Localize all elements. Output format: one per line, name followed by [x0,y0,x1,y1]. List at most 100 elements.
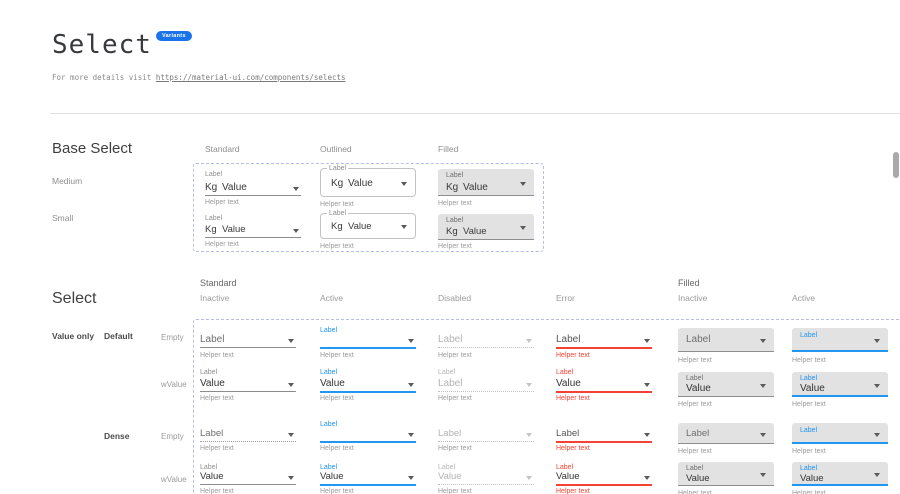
select-control[interactable] [320,331,416,349]
select-value: Value [320,471,344,482]
helper-text: Helper text [438,395,472,402]
select-value: Value [200,471,224,482]
select-value: Label [686,428,710,439]
helper-text: Helper text [320,243,354,250]
helper-text: Helper text [438,445,472,452]
select-control[interactable]: Label [792,423,888,444]
select-control[interactable]: Value [556,470,652,486]
select-standard-error-dense-empty: Label Helper text [556,421,652,455]
select-control[interactable]: Label Value [792,372,888,397]
page-title: Select [52,30,152,60]
select-control[interactable]: Label [200,427,296,442]
select-control[interactable]: Label Kg Value [320,165,416,197]
select-filled-inactive-default-empty: Label Helper text [678,328,774,367]
base-select-frame [193,163,544,252]
row-label-dense-empty: Empty [161,432,184,441]
dropdown-arrow-icon [644,476,650,480]
select-adornment: Kg [205,182,218,193]
helper-text: Helper text [678,490,712,494]
dropdown-arrow-icon [526,339,532,343]
select-control[interactable]: Label [678,423,774,444]
select-control[interactable]: Label Kg Value [438,169,534,196]
dropdown-arrow-icon [874,383,880,388]
select-control[interactable]: Label [556,331,652,349]
select-control[interactable]: Label [438,427,534,442]
helper-text: Helper text [556,352,590,359]
select-control[interactable]: Label Value [792,462,888,486]
select-control[interactable]: Value [200,470,296,485]
helper-text: Helper text [438,352,472,359]
select-standard-active-default-empty: Label Helper text [320,327,416,362]
select-float-label: Label [686,375,704,382]
helper-text: Helper text [200,352,234,359]
dropdown-arrow-icon [760,339,766,343]
helper-text: Helper text [200,445,234,452]
select-standard-inactive-default-wvalue: Label Value Helper text [200,369,296,405]
docs-link[interactable]: https://material-ui.com/components/selec… [155,73,346,82]
select-control[interactable]: Value [200,375,296,392]
dropdown-arrow-icon [760,383,766,388]
select-label: Label [446,172,464,179]
state-header-filled-inactive: Inactive [678,293,708,303]
helper-text: Helper text [200,395,234,402]
select-float-label: Label [320,327,338,334]
helper-text: Helper text [320,445,354,452]
divider [50,113,900,114]
select-filled-active-default-empty: Label Helper text [792,328,888,367]
select-value: Value [320,378,345,389]
helper-text: Helper text [792,490,826,494]
select-value: Value [438,471,462,482]
dropdown-arrow-icon [760,432,766,437]
select-control[interactable]: Kg Value [205,223,301,238]
group-header-filled: Filled [678,278,700,288]
state-header-standard-error: Error [556,293,575,303]
select-control[interactable]: Label [438,331,534,348]
select-standard-disabled-dense-empty: Label Helper text [438,421,534,455]
select-control[interactable]: Label Value [678,372,774,397]
helper-text: Helper text [200,488,234,494]
select-control[interactable]: Value [438,470,534,485]
select-label: Label [327,165,349,173]
select-control[interactable]: Label [556,427,652,443]
dropdown-arrow-icon [526,433,532,437]
select-standard-error-default-wvalue: Label Value Helper text [556,369,652,405]
select-control[interactable]: Value [320,470,416,486]
select-control[interactable]: Label Value [678,462,774,486]
select-control[interactable]: Label [792,328,888,352]
select-control[interactable]: Kg Value [205,179,301,196]
select-standard-disabled-default-wvalue: Label Label Helper text [438,369,534,405]
select-standard-inactive-dense-wvalue: Label Value Helper text [200,464,296,494]
select-label: Label [205,171,223,178]
select-standard-disabled-dense-wvalue: Label Value Helper text [438,464,534,494]
select-value: Value [686,473,710,484]
select-control[interactable]: Label Kg Value [438,214,534,240]
select-value: Value [463,182,488,193]
column-header-filled: Filled [438,144,459,154]
dropdown-arrow-icon [874,339,880,343]
select-control[interactable]: Label [678,328,774,352]
select-value: Label [438,428,462,439]
row-label-default-wvalue: wValue [161,380,187,389]
column-header-outlined: Outlined [320,144,352,154]
dropdown-arrow-icon [644,433,650,437]
select-control[interactable] [320,427,416,443]
dropdown-arrow-icon [293,187,299,191]
dropdown-arrow-icon [874,432,880,437]
select-standard-inactive-default-empty: Label Helper text [200,327,296,362]
select-float-label: Label [320,421,338,428]
select-float-label: Label [320,369,338,376]
helper-text: Helper text [792,357,826,364]
select-control[interactable]: Value [556,375,652,393]
select-control[interactable]: Label [438,375,534,392]
select-standard-active-dense-wvalue: Label Value Helper text [320,464,416,494]
select-float-label: Label [556,464,574,471]
select-control[interactable]: Label [200,331,296,348]
select-control[interactable]: Label Kg Value [320,210,416,239]
select-value: Label [556,428,580,439]
select-standard-inactive-dense-empty: Label Helper text [200,421,296,455]
select-label: Label [446,217,464,224]
scrollbar-thumb[interactable] [893,152,899,178]
select-value: Value [348,178,373,189]
select-control[interactable]: Value [320,375,416,393]
